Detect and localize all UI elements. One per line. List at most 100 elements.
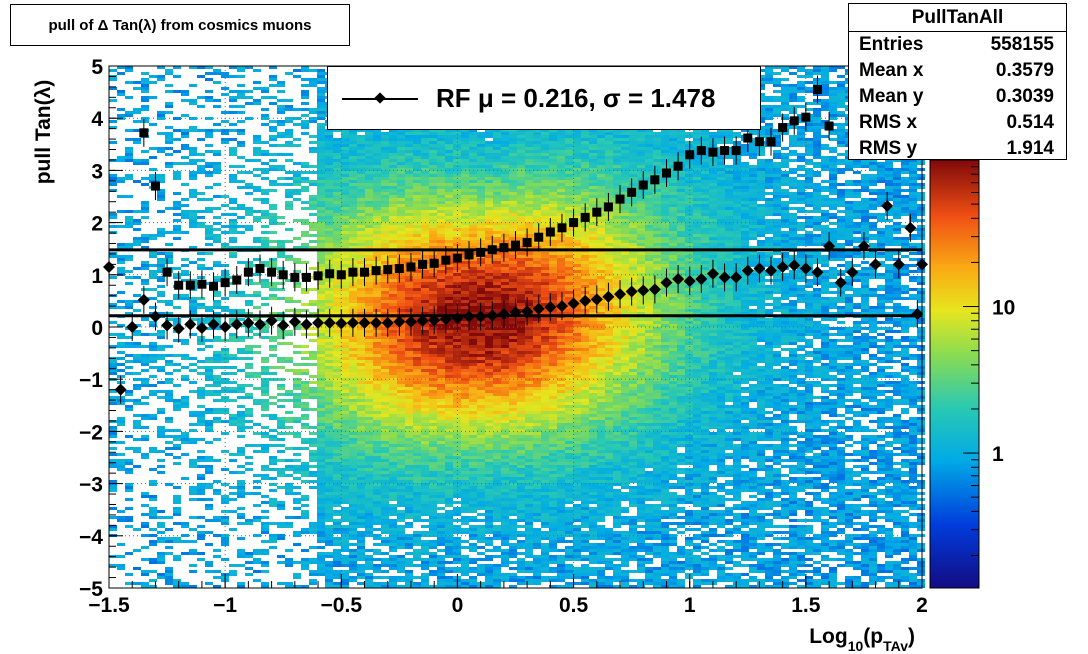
heatmap-cell: [389, 282, 397, 285]
heatmap-cell: [453, 387, 461, 390]
heatmap-cell: [389, 576, 397, 579]
heatmap-cell: [333, 495, 341, 498]
heatmap-cell: [269, 462, 277, 465]
heatmap-cell: [405, 489, 413, 492]
heatmap-cell: [365, 162, 373, 165]
heatmap-cell: [357, 207, 365, 210]
heatmap-cell: [357, 279, 365, 282]
heatmap-cell: [253, 240, 261, 243]
heatmap-cell: [261, 561, 269, 564]
heatmap-cell: [349, 552, 357, 555]
heatmap-cell: [461, 219, 469, 222]
heatmap-cell: [245, 519, 253, 522]
heatmap-cell: [341, 363, 349, 366]
heatmap-cell: [445, 174, 453, 177]
heatmap-cell: [437, 564, 445, 567]
heatmap-cell: [413, 156, 421, 159]
heatmap-cell: [261, 114, 269, 117]
heatmap-cell: [205, 441, 213, 444]
heatmap-cell: [277, 384, 285, 387]
heatmap-cell: [309, 465, 317, 468]
heatmap-cell: [445, 405, 453, 408]
heatmap-cell: [261, 372, 269, 375]
heatmap-cell: [405, 150, 413, 153]
heatmap-cell: [381, 180, 389, 183]
heatmap-cell: [405, 330, 413, 333]
heatmap-cell: [357, 135, 365, 138]
heatmap-cell: [293, 405, 301, 408]
heatmap-cell: [453, 156, 461, 159]
heatmap-cell: [285, 393, 293, 396]
heatmap-cell: [453, 288, 461, 291]
heatmap-cell: [445, 171, 453, 174]
heatmap-cell: [221, 519, 229, 522]
heatmap-cell: [109, 426, 117, 429]
heatmap-cell: [149, 81, 157, 84]
heatmap-cell: [333, 195, 341, 198]
heatmap-cell: [421, 417, 429, 420]
heatmap-cell: [189, 306, 197, 309]
heatmap-cell: [317, 414, 325, 417]
heatmap-cell: [293, 183, 301, 186]
heatmap-cell: [357, 192, 365, 195]
heatmap-cell: [245, 246, 253, 249]
heatmap-cell: [381, 441, 389, 444]
heatmap-cell: [189, 300, 197, 303]
heatmap-cell: [445, 504, 453, 507]
heatmap-cell: [421, 330, 429, 333]
heatmap-cell: [205, 390, 213, 393]
heatmap-cell: [197, 450, 205, 453]
heatmap-cell: [349, 345, 357, 348]
heatmap-cell: [269, 414, 277, 417]
heatmap-cell: [133, 465, 141, 468]
heatmap-cell: [469, 186, 477, 189]
heatmap-cell: [213, 150, 221, 153]
heatmap-cell: [413, 267, 421, 270]
heatmap-cell: [341, 393, 349, 396]
heatmap-cell: [189, 564, 197, 567]
heatmap-cell: [341, 171, 349, 174]
heatmap-cell: [429, 372, 437, 375]
heatmap-cell: [317, 186, 325, 189]
heatmap-cell: [325, 252, 333, 255]
heatmap-cell: [373, 549, 381, 552]
heatmap-cell: [117, 417, 125, 420]
heatmap-cell: [469, 366, 477, 369]
heatmap-cell: [365, 450, 373, 453]
heatmap-cell: [109, 255, 117, 258]
heatmap-cell: [365, 504, 373, 507]
heatmap-cell: [157, 132, 165, 135]
heatmap-cell: [437, 528, 445, 531]
heatmap-cell: [317, 312, 325, 315]
heatmap-cell: [349, 477, 357, 480]
heatmap-cell: [365, 459, 373, 462]
heatmap-cell: [301, 393, 309, 396]
heatmap-cell: [181, 231, 189, 234]
heatmap-cell: [285, 516, 293, 519]
heatmap-cell: [317, 228, 325, 231]
heatmap-cell: [133, 342, 141, 345]
heatmap-cell: [397, 366, 405, 369]
heatmap-cell: [229, 414, 237, 417]
heatmap-cell: [325, 198, 333, 201]
heatmap-cell: [213, 375, 221, 378]
heatmap-cell: [221, 306, 229, 309]
heatmap-cell: [157, 228, 165, 231]
heatmap-cell: [445, 552, 453, 555]
heatmap-cell: [421, 279, 429, 282]
heatmap-cell: [133, 111, 141, 114]
heatmap-cell: [373, 285, 381, 288]
heatmap-cell: [165, 429, 173, 432]
heatmap-cell: [413, 384, 421, 387]
heatmap-cell: [317, 309, 325, 312]
heatmap-cell: [357, 255, 365, 258]
heatmap-cell: [141, 345, 149, 348]
heatmap-cell: [413, 189, 421, 192]
heatmap-cell: [181, 297, 189, 300]
heatmap-cell: [269, 135, 277, 138]
heatmap-cell: [261, 357, 269, 360]
heatmap-cell: [309, 165, 317, 168]
heatmap-cell: [149, 180, 157, 183]
heatmap-cell: [421, 510, 429, 513]
heatmap-cell: [341, 390, 349, 393]
